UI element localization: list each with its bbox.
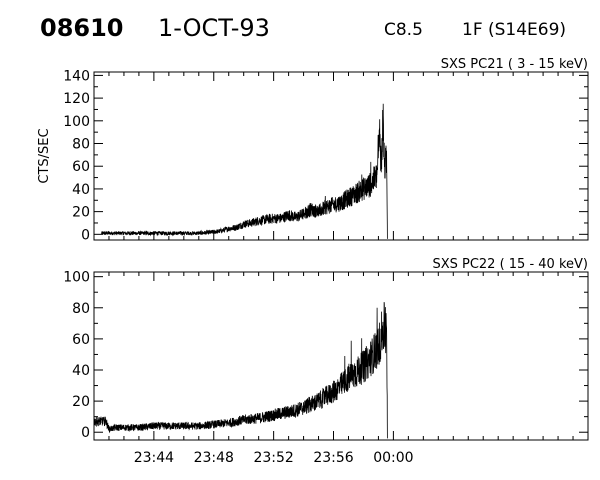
- event-date: 1-OCT-93: [158, 14, 270, 42]
- y-tick-label: 120: [63, 91, 90, 107]
- x-tick-label: 00:00: [373, 450, 413, 466]
- flare-location: 1F (S14E69): [462, 20, 567, 40]
- y-tick-label: 80: [72, 301, 90, 317]
- panel-title: SXS PC22 ( 15 - 40 keV): [432, 257, 588, 272]
- x-tick-label: 23:48: [194, 450, 234, 466]
- data-series-line: [93, 302, 388, 439]
- y-tick-label: 40: [72, 182, 90, 198]
- y-tick-label: 100: [63, 114, 90, 130]
- flare-class: C8.5: [384, 20, 423, 40]
- y-tick-label: 60: [72, 159, 90, 175]
- y-tick-label: 0: [81, 425, 90, 441]
- plot-frame: [93, 71, 589, 241]
- y-tick-label: 40: [72, 363, 90, 379]
- x-tick-label: 23:44: [134, 450, 174, 466]
- x-tick-label: 23:56: [313, 450, 353, 466]
- y-tick-label: 100: [63, 270, 90, 286]
- event-id: 08610: [40, 14, 124, 42]
- plot-frame: [93, 271, 589, 441]
- panel-pc22: SXS PC22 ( 15 - 40 keV) 0 20 40 60 80 100 23:44…: [63, 257, 589, 466]
- y-tick-label: 20: [72, 394, 90, 410]
- y-tick-label: 80: [72, 137, 90, 153]
- panel-title: SXS PC21 ( 3 - 15 keV): [441, 57, 588, 72]
- data-series-line: [101, 103, 388, 239]
- y-tick-label: 140: [63, 68, 90, 84]
- x-tick-label: 23:52: [253, 450, 293, 466]
- y-axis-label: CTS/SEC: [37, 128, 52, 183]
- y-tick-label: 60: [72, 332, 90, 348]
- y-tick-label: 20: [72, 205, 90, 221]
- panel-pc21: SXS PC21 ( 3 - 15 keV) 0 20 40 60 80 100 120 140…: [37, 57, 589, 243]
- y-tick-label: 0: [81, 227, 90, 243]
